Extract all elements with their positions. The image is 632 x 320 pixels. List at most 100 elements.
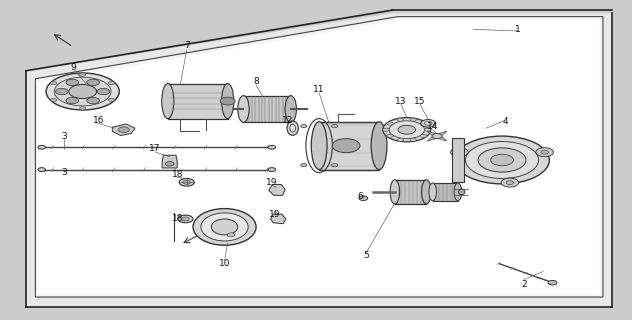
Polygon shape [395,180,427,204]
Circle shape [387,122,393,125]
Circle shape [425,128,431,131]
Text: 2: 2 [521,280,527,289]
Text: 15: 15 [415,97,426,106]
Circle shape [80,73,86,76]
Ellipse shape [211,219,238,235]
Circle shape [268,145,276,149]
Circle shape [389,121,425,139]
Ellipse shape [390,180,399,204]
Ellipse shape [201,213,248,241]
Circle shape [383,118,431,142]
Text: 17: 17 [149,144,161,153]
Text: 4: 4 [502,117,508,126]
Text: 11: 11 [313,85,325,94]
Ellipse shape [422,180,431,204]
Circle shape [490,154,513,166]
Polygon shape [319,122,379,170]
Circle shape [420,134,427,138]
Circle shape [420,122,427,125]
Circle shape [66,97,78,104]
Circle shape [410,138,416,141]
Circle shape [97,88,110,95]
Circle shape [38,168,46,172]
Polygon shape [162,155,177,168]
Circle shape [383,128,389,131]
Polygon shape [270,214,286,224]
Circle shape [359,196,368,200]
Ellipse shape [162,84,174,119]
Circle shape [387,134,393,138]
Text: 3: 3 [61,168,66,177]
Circle shape [465,141,538,179]
Circle shape [541,150,549,154]
Ellipse shape [459,189,465,195]
Circle shape [109,82,115,85]
Polygon shape [427,135,440,141]
Circle shape [548,280,557,285]
Text: 8: 8 [253,77,259,86]
Circle shape [80,107,86,110]
Polygon shape [35,17,603,297]
Polygon shape [427,131,440,138]
Circle shape [268,168,276,172]
Circle shape [51,98,57,101]
Ellipse shape [290,124,296,132]
Circle shape [179,179,194,186]
Circle shape [301,124,307,128]
Polygon shape [168,84,228,119]
Circle shape [501,178,519,187]
Circle shape [478,148,526,172]
Polygon shape [433,183,458,201]
Ellipse shape [193,209,256,245]
Circle shape [331,124,337,128]
Polygon shape [434,135,447,141]
Ellipse shape [454,183,461,201]
Circle shape [227,233,234,237]
Ellipse shape [312,122,327,170]
Circle shape [46,73,119,110]
Circle shape [432,133,442,139]
Polygon shape [39,20,600,294]
Ellipse shape [238,96,249,123]
Ellipse shape [285,96,296,123]
Text: 19: 19 [266,178,277,187]
Circle shape [87,79,99,85]
Polygon shape [434,131,447,138]
Circle shape [398,125,416,134]
Polygon shape [143,211,174,243]
Text: 12: 12 [282,116,293,125]
Polygon shape [269,185,285,196]
Circle shape [38,145,46,149]
Circle shape [398,138,403,141]
Circle shape [166,162,174,166]
Ellipse shape [222,84,234,119]
Polygon shape [452,138,464,182]
Circle shape [451,148,468,156]
Circle shape [178,215,193,223]
Ellipse shape [371,122,387,170]
Circle shape [87,97,99,104]
Polygon shape [26,13,612,307]
Circle shape [398,118,403,121]
Circle shape [506,181,514,185]
Circle shape [56,88,68,95]
Circle shape [425,122,432,125]
Circle shape [410,118,416,121]
Text: 7: 7 [184,41,190,50]
Text: 10: 10 [219,259,230,268]
Circle shape [183,180,190,184]
Ellipse shape [429,183,437,201]
Text: 13: 13 [396,97,407,106]
Circle shape [51,82,57,85]
Circle shape [331,164,337,167]
Circle shape [54,77,111,106]
Text: 3: 3 [61,132,66,140]
Text: 18: 18 [171,170,183,179]
Polygon shape [112,124,135,135]
Circle shape [220,97,235,105]
Circle shape [66,79,78,85]
Circle shape [109,98,115,101]
Circle shape [332,139,360,153]
Text: 1: 1 [515,25,521,34]
Text: 19: 19 [269,210,281,219]
